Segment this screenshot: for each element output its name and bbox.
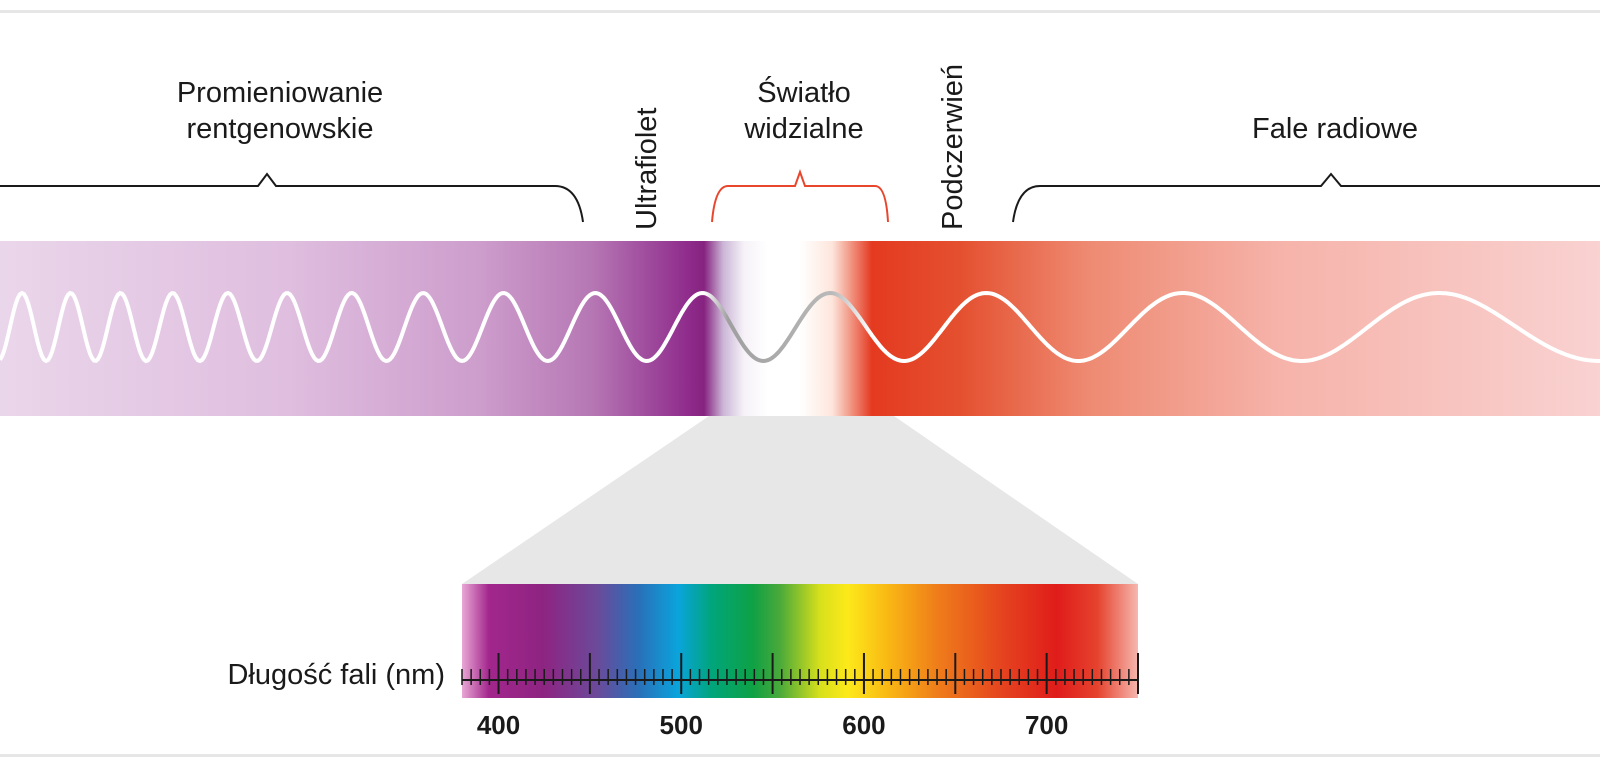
axis-title: Długość fali (nm)	[227, 659, 445, 691]
visible-label: Światło widzialne	[704, 75, 904, 147]
axis-tick-label: 500	[660, 710, 703, 740]
radio-bracket	[1012, 172, 1600, 223]
em-wave	[0, 290, 1600, 364]
top-border	[0, 10, 1600, 13]
xray-label-line2: rentgenowskie	[186, 113, 374, 145]
visible-label-line2: widzialne	[744, 113, 864, 145]
ir-label: Podczerwień	[937, 63, 969, 230]
em-spectrum-band	[0, 241, 1600, 416]
radio-label-text: Fale radiowe	[1251, 113, 1419, 145]
visible-label-line1: Światło	[757, 77, 851, 109]
visible-bracket	[711, 169, 889, 223]
visible-zoom-funnel	[462, 416, 1138, 584]
xray-label-line1: Promieniowanie	[176, 77, 384, 109]
axis-tick-label: 700	[1025, 710, 1068, 740]
axis-tick-label: 600	[842, 710, 885, 740]
uv-label: Ultrafiolet	[631, 107, 663, 231]
axis-tick-label: 400	[477, 710, 520, 740]
wavelength-axis: 400 500 600 700	[461, 653, 1139, 740]
xray-label: Promieniowanie rentgenowskie	[140, 75, 420, 147]
bottom-border	[0, 754, 1600, 757]
radio-label: Fale radiowe	[1200, 111, 1470, 147]
xray-bracket	[0, 172, 584, 223]
